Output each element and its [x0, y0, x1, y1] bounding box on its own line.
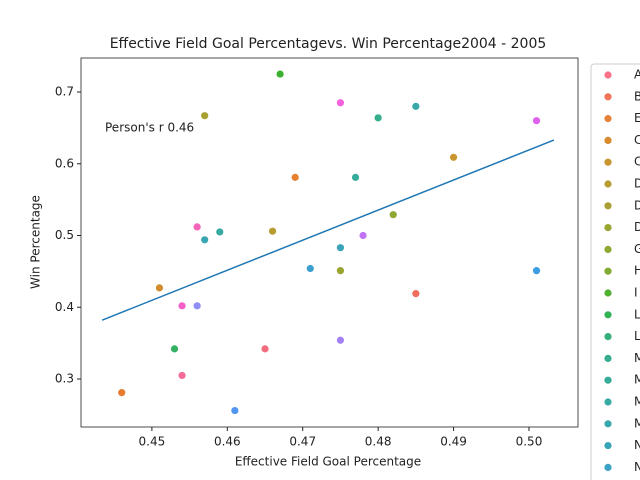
legend-label: M — [634, 373, 640, 387]
legend-marker — [604, 224, 612, 232]
legend-label: M — [634, 395, 640, 409]
point — [389, 211, 397, 219]
point — [276, 70, 284, 78]
x-tick-label: 0.50 — [516, 435, 543, 449]
legend-label: E — [634, 111, 640, 125]
x-tick-label: 0.48 — [365, 435, 392, 449]
chart-title: Effective Field Goal Percentagevs. Win P… — [110, 36, 547, 52]
plot-frame — [80, 57, 579, 428]
legend-marker — [604, 333, 612, 341]
legend-label: M — [634, 351, 640, 365]
point — [336, 244, 345, 252]
legend-marker — [604, 354, 612, 362]
legend-label: A — [634, 68, 640, 82]
point — [268, 227, 277, 235]
legend-marker — [604, 245, 612, 253]
legend-label: H — [634, 264, 640, 278]
legend-marker — [604, 311, 612, 319]
legend-box — [590, 63, 640, 480]
point — [201, 236, 209, 244]
legend-marker — [604, 463, 612, 471]
legend-label: D — [634, 220, 640, 234]
legend-label: C — [634, 155, 640, 169]
x-tick-label: 0.45 — [139, 435, 166, 449]
x-tick-label: 0.47 — [289, 435, 316, 449]
point — [374, 114, 382, 122]
legend-label: N — [634, 438, 640, 452]
point — [170, 345, 179, 353]
point — [261, 345, 269, 353]
legend-label: I — [634, 286, 638, 300]
legend-marker — [604, 93, 612, 101]
legend-label: L — [634, 307, 640, 321]
legend-marker — [604, 71, 612, 79]
legend-label: B — [634, 89, 640, 103]
point — [412, 102, 420, 110]
x-axis-label: Effective Field Goal Percentage — [235, 455, 421, 469]
point — [118, 389, 126, 397]
x-tick-label: 0.49 — [440, 435, 467, 449]
legend-label: D — [634, 177, 640, 191]
point — [336, 267, 345, 275]
point — [178, 371, 186, 380]
point — [178, 302, 186, 310]
legend-marker — [604, 376, 612, 384]
legend-marker — [604, 158, 612, 166]
y-tick-label: 0.7 — [55, 85, 74, 99]
legend-marker — [604, 180, 612, 188]
point — [532, 117, 541, 125]
legend-label: N — [634, 460, 640, 474]
annotation: Person's r 0.46 — [105, 121, 194, 135]
legend-marker — [604, 289, 612, 297]
point — [201, 112, 209, 120]
point — [336, 99, 345, 107]
y-tick-label: 0.5 — [55, 228, 74, 242]
legend-marker — [604, 267, 612, 275]
point — [231, 406, 239, 415]
point — [412, 290, 420, 298]
legend-marker — [604, 420, 612, 428]
x-tick-label: 0.46 — [214, 435, 241, 449]
legend-label: C — [634, 133, 640, 147]
y-tick-label: 0.4 — [55, 300, 74, 314]
legend-label: L — [634, 329, 640, 343]
y-axis-label: Win Percentage — [29, 195, 43, 289]
point — [336, 336, 345, 344]
legend-marker — [604, 115, 612, 123]
y-tick-label: 0.3 — [55, 372, 74, 386]
legend-marker — [604, 442, 612, 450]
y-tick-label: 0.6 — [55, 156, 74, 170]
point — [359, 231, 367, 240]
legend-label: M — [634, 416, 640, 430]
legend-label: D — [634, 198, 640, 212]
legend-marker — [604, 136, 612, 144]
point — [193, 223, 201, 231]
point — [449, 153, 458, 161]
point — [532, 267, 541, 275]
trendline — [101, 139, 555, 321]
point — [351, 173, 360, 181]
point — [216, 228, 224, 236]
legend-label: G — [634, 242, 640, 256]
point — [193, 302, 201, 310]
legend-marker — [604, 202, 612, 210]
legend-marker — [604, 398, 612, 406]
point — [155, 284, 164, 292]
point — [291, 173, 299, 181]
point — [306, 264, 314, 273]
